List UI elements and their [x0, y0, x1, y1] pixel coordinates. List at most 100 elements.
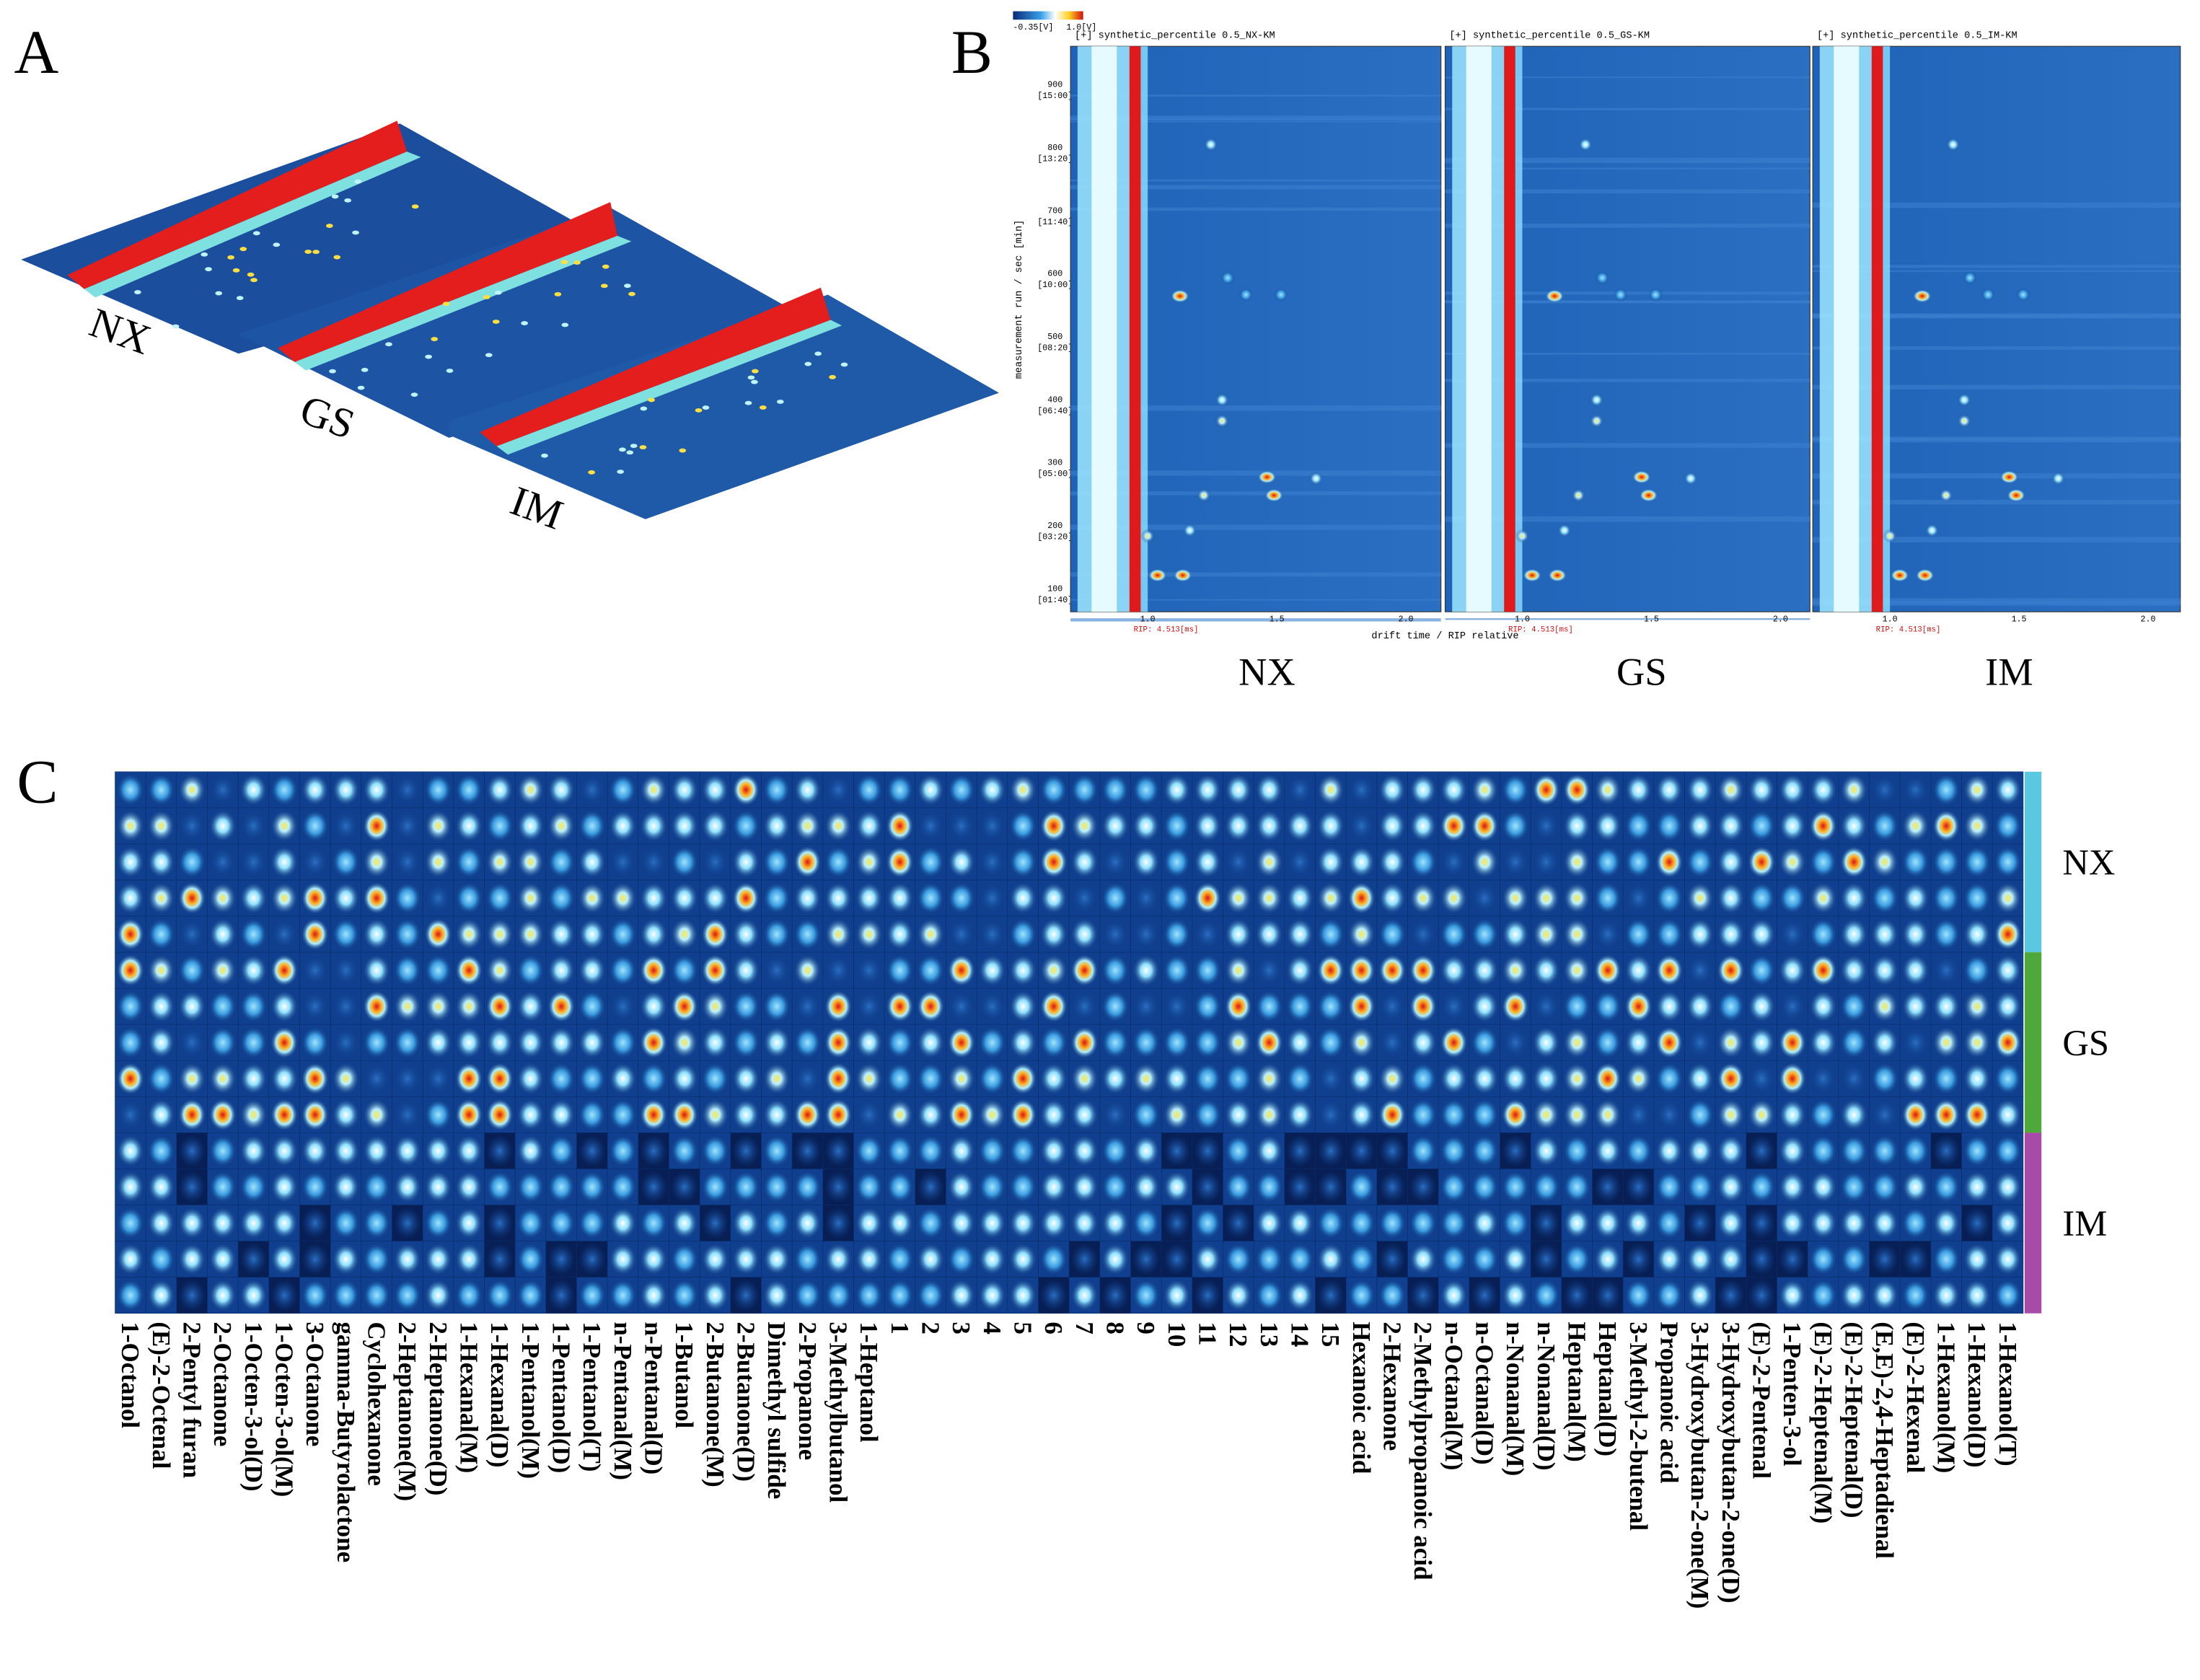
spot	[1870, 809, 1899, 843]
spot	[824, 1062, 853, 1095]
spot	[886, 1243, 914, 1276]
spot	[1316, 918, 1345, 951]
compound-label: 1-Hexanal(M)	[455, 1321, 483, 1473]
spot	[1655, 954, 1684, 987]
x-axis-label: drift time / RIP relative	[1371, 631, 1518, 642]
spot	[731, 845, 760, 879]
group-bar	[2024, 952, 2042, 1133]
panel-a-3d	[21, 120, 999, 519]
spot	[147, 1026, 175, 1059]
spot	[793, 1098, 822, 1131]
spot	[1347, 1207, 1376, 1240]
spot	[239, 809, 268, 843]
band	[1070, 207, 1441, 211]
spot	[177, 773, 206, 806]
spot	[1132, 1062, 1161, 1095]
spot	[1316, 1279, 1345, 1312]
spot	[208, 1170, 237, 1204]
band	[1813, 537, 2181, 543]
compound-label: 3-Hydroxybutan-2-one(D)	[1717, 1321, 1745, 1603]
spot	[270, 881, 299, 915]
spot	[1593, 1243, 1622, 1276]
spot	[824, 809, 853, 843]
spot	[239, 1170, 268, 1204]
slab	[21, 123, 617, 354]
group-bar	[2024, 771, 2042, 953]
spot	[393, 1170, 422, 1204]
spot	[1532, 809, 1560, 843]
compound-label: 1-Pentanol(T)	[578, 1321, 606, 1472]
spot	[362, 1170, 391, 1204]
group-label: IM	[2062, 1203, 2107, 1244]
spot	[886, 918, 914, 951]
spot	[1286, 881, 1314, 915]
spot	[1593, 1062, 1622, 1095]
spot	[1194, 845, 1222, 879]
spot	[454, 990, 483, 1023]
spot	[1316, 773, 1345, 806]
spot	[485, 881, 514, 915]
spot	[301, 1134, 330, 1167]
spot	[485, 1026, 514, 1059]
band	[1070, 115, 1441, 120]
spot	[393, 954, 422, 987]
spot	[1194, 1062, 1222, 1095]
spot	[1501, 1243, 1530, 1276]
spot	[454, 1207, 483, 1240]
spot	[1963, 881, 1992, 915]
spot	[824, 1279, 853, 1312]
peak	[250, 278, 258, 283]
spot	[1932, 1207, 1961, 1240]
peak	[561, 322, 569, 327]
spot	[1440, 881, 1468, 915]
band	[1070, 470, 1441, 476]
spot	[1593, 809, 1622, 843]
spot	[1409, 1026, 1438, 1059]
spot	[1255, 1170, 1283, 1204]
spot	[1039, 918, 1068, 951]
spot	[1901, 809, 1930, 843]
spot	[332, 881, 360, 915]
spot	[1532, 954, 1560, 987]
spot	[1655, 990, 1684, 1023]
compound-label: 3-Octanone	[301, 1321, 329, 1446]
spot	[147, 1207, 175, 1240]
spot	[1778, 881, 1807, 915]
compound-label: n-Nonanal(M)	[1501, 1321, 1529, 1476]
spot	[1194, 1243, 1222, 1276]
compound-label: 1-Pentanol(M)	[516, 1321, 545, 1479]
spot	[393, 1243, 422, 1276]
spot	[855, 990, 884, 1023]
spot	[731, 1026, 760, 1059]
spot	[516, 1279, 545, 1312]
spot	[1717, 1207, 1745, 1240]
spot	[547, 1062, 576, 1095]
spot	[547, 1243, 576, 1276]
spot	[947, 881, 976, 915]
compound-label: 1-Octen-3-ol(M)	[270, 1321, 299, 1497]
band	[1445, 224, 1810, 228]
spot	[1593, 1026, 1622, 1059]
spot	[947, 809, 976, 843]
spot	[1039, 1062, 1068, 1095]
spot	[731, 954, 760, 987]
spot	[424, 954, 452, 987]
spot	[270, 845, 299, 879]
spot	[393, 845, 422, 879]
spot	[1194, 1134, 1222, 1167]
spot	[177, 1170, 206, 1204]
spot	[116, 1243, 145, 1276]
spot	[1932, 1279, 1961, 1312]
spot	[1501, 1134, 1530, 1167]
band	[1070, 599, 1441, 601]
spot	[1194, 1098, 1222, 1131]
spot	[301, 1062, 330, 1095]
spot	[424, 1170, 452, 1204]
y-tick-label: [15:00]	[1037, 91, 1073, 101]
spot	[1563, 990, 1591, 1023]
spot	[547, 990, 576, 1023]
spot	[855, 1170, 884, 1204]
spot	[1009, 1170, 1037, 1204]
sample-label: GS	[294, 386, 361, 449]
spot	[947, 1207, 976, 1240]
